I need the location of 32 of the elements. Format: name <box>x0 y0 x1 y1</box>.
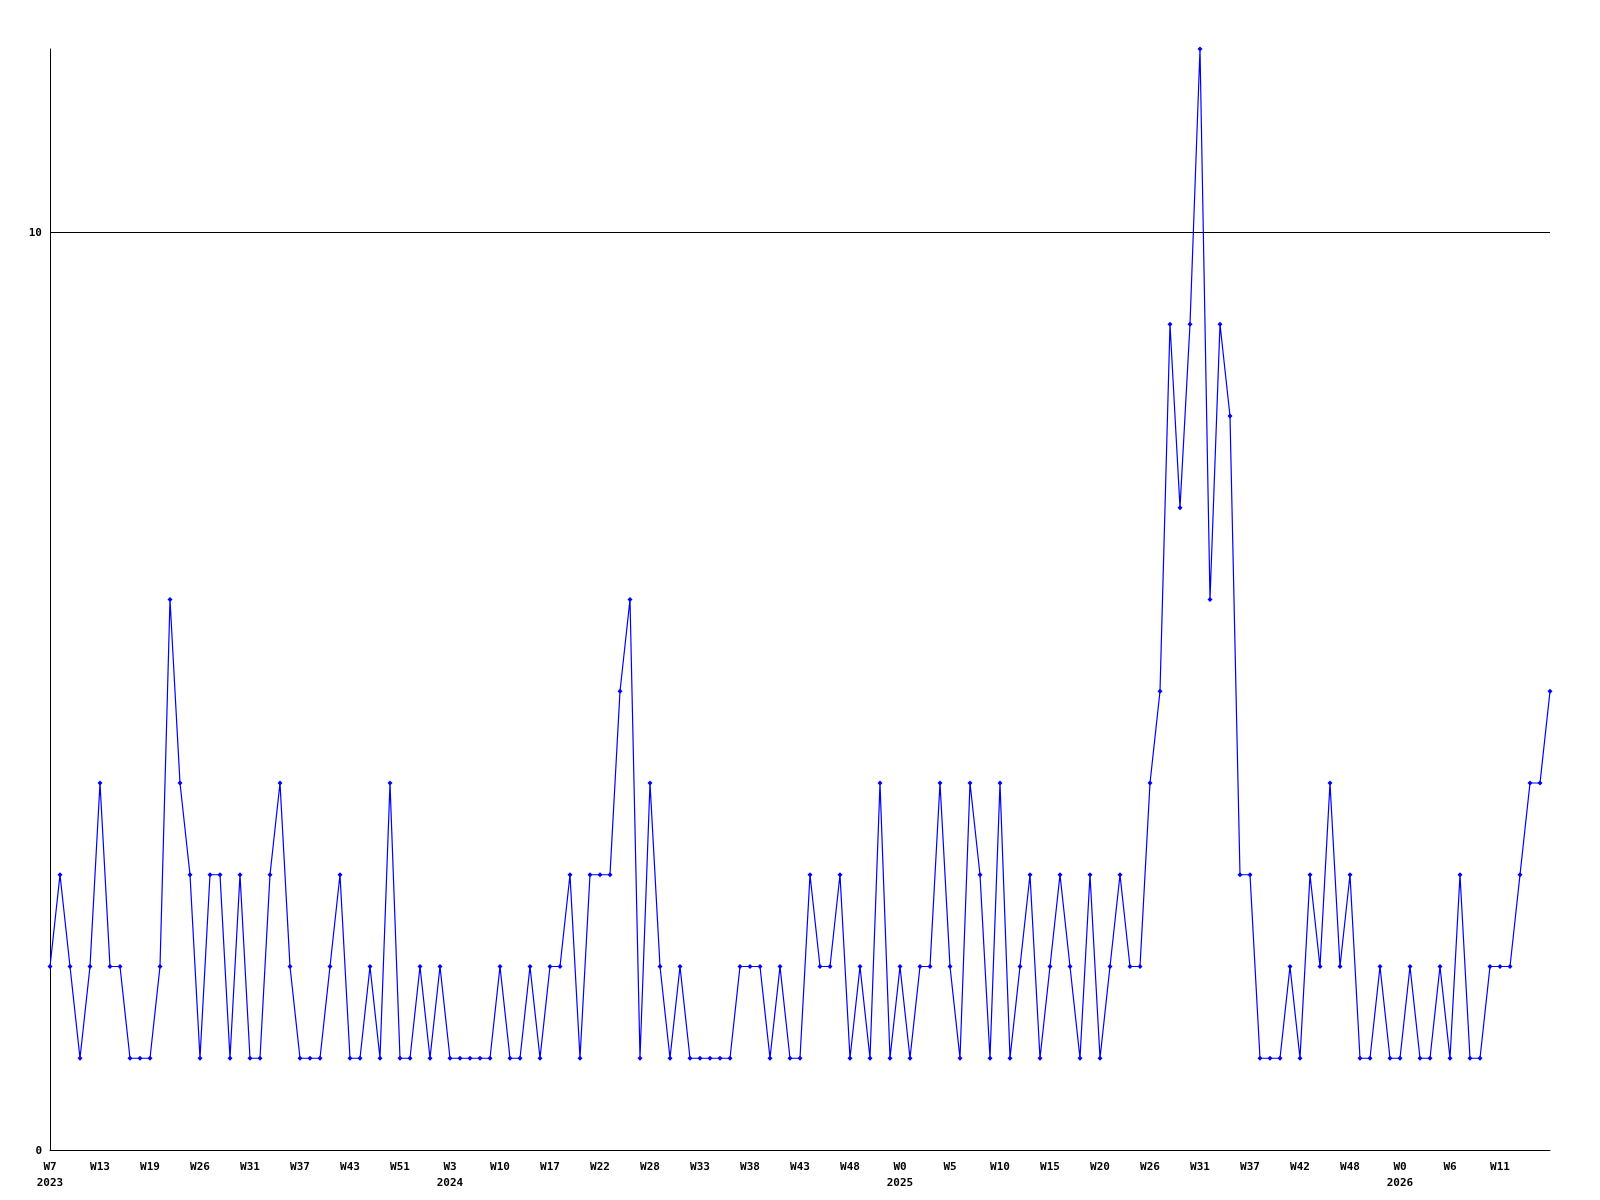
x-tick-label: W38 <box>740 1159 760 1173</box>
x-tick-label: W19 <box>140 1159 160 1173</box>
x-tick-label: W15 <box>1040 1159 1060 1173</box>
y-tick-label: 0 <box>35 1143 42 1157</box>
x-tick-label: W22 <box>590 1159 610 1173</box>
x-tick-label: W11 <box>1490 1159 1511 1173</box>
x-tick-label: W3 2024 <box>436 1159 464 1189</box>
x-tick-label: W28 <box>640 1159 660 1173</box>
x-tick-label: W0 2026 <box>1386 1159 1414 1189</box>
x-tick-label: W26 <box>1140 1159 1161 1173</box>
x-tick-label: W37 <box>290 1159 310 1173</box>
x-tick-label: W20 <box>1090 1159 1110 1173</box>
x-tick-label: W7 2023 <box>36 1159 64 1189</box>
x-tick-label: W13 <box>90 1159 110 1173</box>
x-tick-label: W51 <box>390 1159 411 1173</box>
x-tick-label: W5 <box>943 1159 957 1173</box>
x-tick-label: W17 <box>540 1159 560 1173</box>
x-tick-label: W6 <box>1443 1159 1457 1173</box>
x-tick-label: W43 <box>790 1159 810 1173</box>
x-tick-label: W42 <box>1290 1159 1310 1173</box>
x-tick-label: W10 <box>490 1159 510 1173</box>
x-tick-label: W0 2025 <box>886 1159 914 1189</box>
x-tick-label: W33 <box>690 1159 710 1173</box>
x-tick-label: W37 <box>1240 1159 1260 1173</box>
x-tick-label: W48 <box>840 1159 860 1173</box>
x-tick-label: W31 <box>1190 1159 1211 1173</box>
y-tick-label: 10 <box>28 226 42 239</box>
x-tick-label: W10 <box>990 1159 1010 1173</box>
x-tick-label: W43 <box>340 1159 360 1173</box>
x-tick-label: W48 <box>1340 1159 1360 1173</box>
x-tick-label: W26 <box>190 1159 211 1173</box>
x-tick-label: W31 <box>240 1159 261 1173</box>
